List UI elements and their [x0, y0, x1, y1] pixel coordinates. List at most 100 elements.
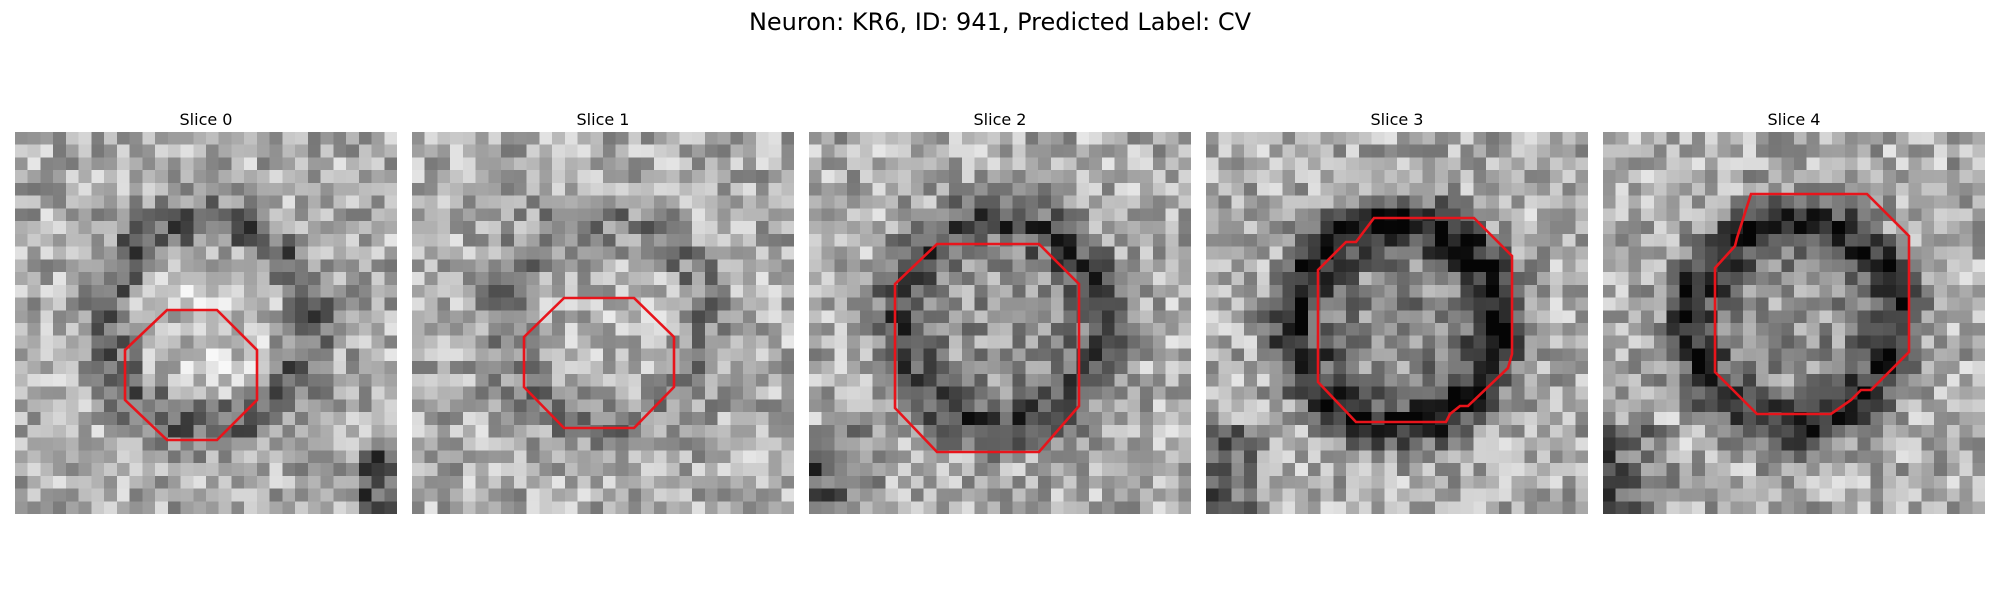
pixel: [1178, 412, 1191, 426]
pixel: [1603, 488, 1617, 502]
pixel: [1603, 475, 1617, 489]
pixel: [1140, 221, 1154, 235]
pixel: [1447, 488, 1461, 502]
pixel: [1575, 208, 1588, 222]
pixel: [1140, 501, 1154, 514]
pixel: [1832, 373, 1846, 387]
pixel: [244, 348, 258, 362]
pixel: [730, 246, 744, 260]
pixel: [295, 157, 309, 171]
pixel: [384, 323, 397, 337]
pixel: [821, 323, 835, 337]
pixel: [1333, 361, 1347, 375]
pixel: [1666, 373, 1680, 387]
pixel: [1346, 284, 1360, 298]
pixel: [730, 501, 744, 514]
pixel: [1025, 208, 1039, 222]
pixel: [1498, 233, 1512, 247]
pixel: [898, 310, 912, 324]
pixel: [1178, 132, 1191, 146]
pixel: [1628, 412, 1642, 426]
pixel: [1704, 144, 1718, 158]
pixel: [1921, 221, 1935, 235]
pixel: [1282, 259, 1296, 273]
pixel: [218, 182, 232, 196]
pixel: [1832, 297, 1846, 311]
pixel: [1038, 310, 1052, 324]
pixel: [1908, 463, 1922, 477]
pixel: [666, 233, 680, 247]
pixel: [1063, 195, 1077, 209]
pixel: [1794, 501, 1808, 514]
pixel: [859, 399, 873, 413]
pixel: [1384, 132, 1398, 146]
pixel: [513, 475, 527, 489]
pixel: [1447, 233, 1461, 247]
pixel: [1025, 259, 1039, 273]
pixel: [346, 501, 360, 514]
pixel: [526, 373, 540, 387]
pixel: [333, 157, 347, 171]
pixel: [1794, 399, 1808, 413]
pixel: [384, 437, 397, 451]
pixel: [1537, 399, 1551, 413]
pixel: [923, 132, 937, 146]
pixel: [295, 348, 309, 362]
pixel: [1575, 348, 1588, 362]
pixel: [1844, 412, 1858, 426]
pixel: [1012, 144, 1026, 158]
pixel: [1946, 348, 1960, 362]
pixel: [333, 195, 347, 209]
pixel: [1050, 501, 1064, 514]
pixel: [692, 233, 706, 247]
pixel: [1498, 399, 1512, 413]
pixel: [898, 284, 912, 298]
pixel: [371, 221, 385, 235]
pixel: [1000, 195, 1014, 209]
pixel: [193, 208, 207, 222]
pixel: [1127, 437, 1141, 451]
pixel: [513, 221, 527, 235]
pixel: [513, 310, 527, 324]
pixel: [65, 221, 79, 235]
pixel: [1358, 373, 1372, 387]
pixel: [1127, 310, 1141, 324]
pixel: [1089, 335, 1103, 349]
pixel: [1089, 157, 1103, 171]
pixel: [450, 323, 464, 337]
pixel: [1628, 475, 1642, 489]
pixel: [333, 323, 347, 337]
pixel: [1244, 437, 1258, 451]
pixel: [1641, 424, 1655, 438]
pixel: [730, 373, 744, 387]
pixel: [885, 501, 899, 514]
pixel: [1819, 284, 1833, 298]
pixel: [1089, 284, 1103, 298]
pixel: [1704, 157, 1718, 171]
pixel: [1000, 501, 1014, 514]
pixel: [475, 412, 489, 426]
pixel: [743, 335, 757, 349]
pixel: [1883, 348, 1897, 362]
pixel: [501, 335, 515, 349]
pixel: [1972, 361, 1985, 375]
pixel: [1371, 284, 1385, 298]
pixel: [768, 501, 782, 514]
pixel: [1895, 195, 1909, 209]
pixel: [910, 335, 924, 349]
pixel: [704, 182, 718, 196]
pixel: [15, 488, 29, 502]
pixel: [1140, 157, 1154, 171]
pixel: [936, 488, 950, 502]
pixel: [834, 157, 848, 171]
pixel: [1114, 323, 1128, 337]
pixel: [1806, 259, 1820, 273]
pixel: [1218, 399, 1232, 413]
pixel: [129, 424, 143, 438]
pixel: [256, 208, 270, 222]
pixel: [1717, 221, 1731, 235]
pixel: [104, 488, 118, 502]
pixel: [1537, 221, 1551, 235]
pixel: [1140, 463, 1154, 477]
pixel: [206, 297, 220, 311]
